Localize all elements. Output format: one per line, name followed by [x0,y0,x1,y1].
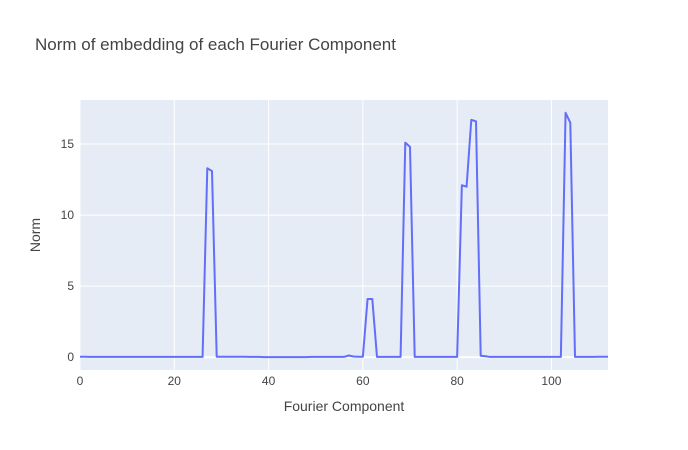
y-axis-title: Norm [27,218,43,252]
y-tick-label: 15 [61,137,75,151]
y-tick-label: 0 [67,350,74,364]
series-line [80,111,608,359]
y-tick-label: 5 [67,279,74,293]
x-tick-labels: 0 20 40 60 80 100 [77,374,562,388]
chart-title: Norm of embedding of each Fourier Compon… [35,35,396,54]
x-tick-label: 100 [541,374,561,388]
x-tick-label: 80 [450,374,464,388]
x-tick-label: 20 [168,374,182,388]
series-lines [80,111,608,359]
y-tick-labels: 0 5 10 15 [61,137,75,364]
x-tick-label: 60 [356,374,370,388]
x-tick-label: 0 [77,374,84,388]
x-axis-title: Fourier Component [284,398,405,414]
x-tick-label: 40 [262,374,276,388]
y-tick-label: 10 [61,208,75,222]
plot-area [80,100,608,370]
